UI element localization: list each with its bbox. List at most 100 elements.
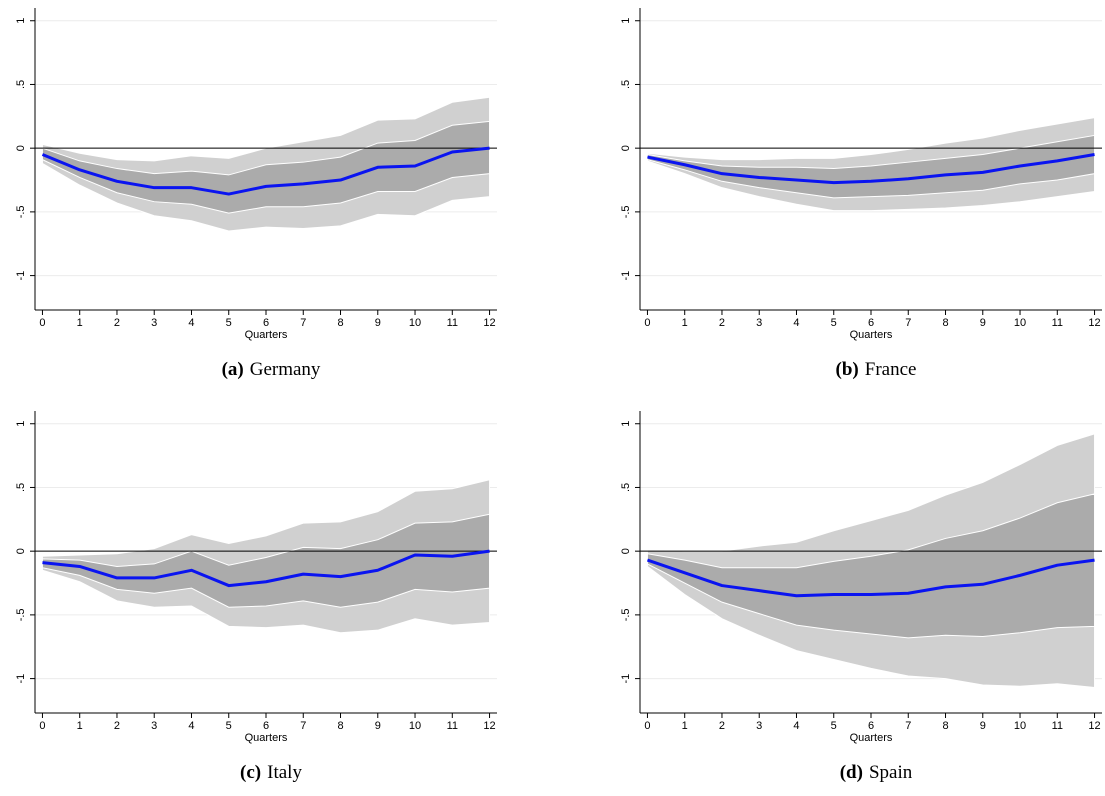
x-tick-label: 9 [980, 720, 986, 732]
y-tick-label: .5 [15, 483, 27, 492]
x-tick-label: 2 [114, 720, 120, 732]
y-tick-label: .5 [620, 483, 632, 492]
x-tick-label: 8 [942, 720, 948, 732]
x-tick-label: 4 [188, 720, 194, 732]
x-tick-label: 7 [905, 317, 911, 329]
caption-title: Germany [250, 359, 321, 380]
x-tick-label: 10 [409, 317, 421, 329]
x-tick-label: 3 [151, 317, 157, 329]
caption-label: (a) [222, 359, 244, 380]
x-tick-label: 4 [793, 317, 799, 329]
y-tick-label: .5 [15, 80, 27, 89]
x-tick-label: 1 [682, 317, 688, 329]
response-line [41, 146, 490, 196]
x-tick-label: 10 [1014, 317, 1026, 329]
y-tick-label: 0 [620, 548, 632, 554]
x-axis-label: Quarters [245, 732, 288, 744]
x-tick-label: 11 [447, 720, 458, 732]
x-tick-label: 5 [831, 317, 837, 329]
caption: (d) Spain [840, 762, 913, 783]
caption-title: Italy [267, 762, 302, 783]
response-line [646, 558, 1095, 598]
x-tick-label: 0 [644, 317, 650, 329]
x-tick-label: 3 [756, 317, 762, 329]
y-tick-label: -1 [620, 271, 632, 281]
y-tick-label: 0 [620, 145, 632, 151]
x-tick-label: 0 [39, 720, 45, 732]
x-tick-label: 10 [409, 720, 421, 732]
x-tick-label: 7 [300, 720, 306, 732]
x-tick-label: 5 [831, 720, 837, 732]
y-tick-label: 1 [620, 421, 632, 427]
caption-label: (c) [240, 762, 261, 783]
x-tick-label: 10 [1014, 720, 1026, 732]
x-tick-label: 2 [114, 317, 120, 329]
y-tick-label: -.5 [620, 608, 632, 621]
x-tick-label: 5 [226, 720, 232, 732]
x-tick-label: 5 [226, 317, 232, 329]
x-tick-label: 6 [263, 317, 269, 329]
caption: (a) Germany [222, 359, 321, 380]
x-tick-label: 0 [644, 720, 650, 732]
x-tick-label: 4 [793, 720, 799, 732]
y-tick-label: .5 [620, 80, 632, 89]
caption-label: (d) [840, 762, 863, 783]
x-tick-label: 11 [1052, 720, 1063, 732]
confidence-band [41, 120, 491, 214]
y-tick-label: -.5 [15, 608, 27, 621]
x-tick-label: 9 [375, 317, 381, 329]
x-tick-label: 3 [151, 720, 157, 732]
confidence-band [646, 493, 1096, 639]
x-tick-label: 4 [188, 317, 194, 329]
x-axis-label: Quarters [245, 329, 288, 341]
confidence-band [41, 513, 491, 608]
x-tick-label: 12 [1088, 317, 1100, 329]
x-tick-label: 11 [447, 317, 458, 329]
x-tick-label: 9 [375, 720, 381, 732]
y-tick-label: 0 [15, 548, 27, 554]
x-tick-label: 8 [337, 317, 343, 329]
response-line [42, 549, 490, 588]
y-tick-label: -.5 [620, 205, 632, 218]
x-tick-label: 6 [868, 317, 874, 329]
x-tick-label: 0 [39, 317, 45, 329]
x-tick-label: 3 [756, 720, 762, 732]
x-tick-label: 2 [719, 317, 725, 329]
y-tick-label: 0 [15, 145, 27, 151]
x-axis-label: Quarters [850, 329, 893, 341]
x-tick-label: 7 [300, 317, 306, 329]
x-tick-label: 1 [77, 317, 83, 329]
response-line [647, 153, 1095, 185]
caption-title: France [865, 359, 917, 380]
y-tick-label: -.5 [15, 205, 27, 218]
y-tick-label: -1 [15, 674, 27, 684]
y-tick-label: 1 [620, 18, 632, 24]
x-tick-label: 1 [77, 720, 83, 732]
x-tick-label: 11 [1052, 317, 1063, 329]
caption: (b) France [836, 359, 917, 380]
x-axis-label: Quarters [850, 732, 893, 744]
caption-title: Spain [869, 762, 913, 783]
x-tick-label: 8 [337, 720, 343, 732]
y-tick-label: -1 [15, 271, 27, 281]
x-tick-label: 12 [1088, 720, 1100, 732]
x-tick-label: 12 [483, 720, 495, 732]
x-tick-label: 6 [263, 720, 269, 732]
x-tick-label: 9 [980, 317, 986, 329]
caption-label: (b) [836, 359, 859, 380]
x-tick-label: 12 [483, 317, 495, 329]
x-tick-label: 1 [682, 720, 688, 732]
caption: (c) Italy [240, 762, 302, 783]
x-tick-label: 6 [868, 720, 874, 732]
y-tick-label: 1 [15, 421, 27, 427]
y-tick-label: -1 [620, 674, 632, 684]
x-tick-label: 7 [905, 720, 911, 732]
y-tick-label: 1 [15, 18, 27, 24]
x-tick-label: 8 [942, 317, 948, 329]
